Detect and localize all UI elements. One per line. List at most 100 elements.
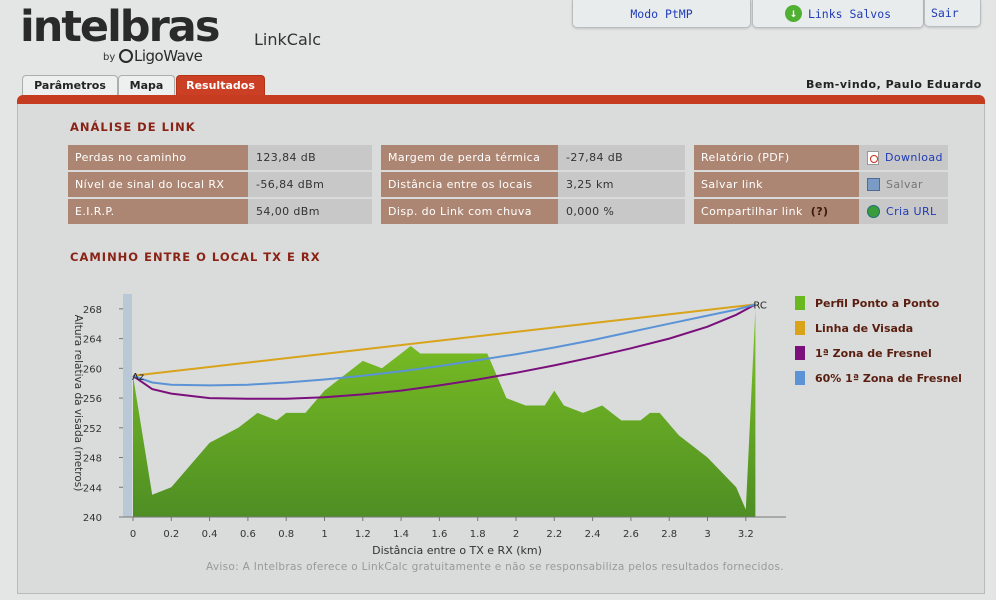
save-link-button[interactable]: Salvar (859, 172, 948, 197)
table-row: Salvar link Salvar (694, 172, 948, 197)
y-tick-label: 256 (83, 394, 102, 405)
x-tick-label: 1.4 (393, 529, 409, 540)
table-row: Distância entre os locais 3,25 km (381, 172, 685, 197)
ligowave-text: LigoWave (134, 47, 203, 65)
series-line (132, 303, 756, 387)
table-row: Perdas no caminho 123,84 dB (68, 145, 372, 170)
intelbras-logo: intelbras (20, 2, 220, 52)
row-label: Distância entre os locais (381, 172, 558, 197)
x-tick-label: 0.6 (240, 529, 256, 540)
row-label: Compartilhar link (?) (694, 199, 859, 224)
y-tick-label: 268 (83, 305, 102, 316)
legend-label: 1ª Zona de Fresnel (815, 346, 932, 360)
x-tick-label: 2.4 (585, 529, 601, 540)
legend-swatch (795, 346, 805, 360)
table-row: Nível de sinal do local RX -56,84 dBm (68, 172, 372, 197)
row-value: 3,25 km (558, 172, 685, 197)
saved-links-button[interactable]: ↓ Links Salvos (752, 0, 924, 28)
analise-table-2: Margem de perda térmica -27,84 dB Distân… (381, 145, 685, 226)
x-tick-label: 1.2 (355, 529, 371, 540)
x-tick-label: 0.2 (163, 529, 179, 540)
ligowave-logo: LigoWave (119, 47, 203, 65)
row-label: Disp. do Link com chuva (381, 199, 558, 224)
row-value: 54,00 dBm (248, 199, 372, 224)
welcome-text: Bem-vindo, Paulo Eduardo (806, 78, 982, 91)
tab-label: Mapa (129, 79, 164, 92)
row-value: 0,000 % (558, 199, 685, 224)
legend-label: Perfil Ponto a Ponto (815, 296, 940, 310)
tab-bar-accent (17, 95, 985, 105)
row-value: -27,84 dB (558, 145, 685, 170)
x-tick-label: 0.8 (278, 529, 294, 540)
terrain-profile-area (133, 308, 756, 517)
x-tick-label: 1 (321, 529, 327, 540)
x-axis-label: Distância entre o TX e RX (km) (372, 544, 542, 557)
row-label: E.I.R.P. (68, 199, 248, 224)
series-line (132, 303, 756, 400)
legend-item: Linha de Visada (795, 321, 913, 335)
logout-button[interactable]: Sair (924, 0, 981, 27)
y-tick-label: 240 (83, 513, 102, 524)
create-url-link[interactable]: Cria URL (859, 199, 948, 224)
save-label: Salvar (886, 178, 923, 191)
tab-parametros[interactable]: Parâmetros (22, 75, 118, 95)
logo-by-text: by (103, 52, 116, 63)
series-line (132, 303, 756, 377)
row-label: Salvar link (694, 172, 859, 197)
row-label: Nível de sinal do local RX (68, 172, 248, 197)
logout-label: Sair (931, 6, 959, 20)
x-tick-label: 0 (130, 529, 136, 540)
row-value: -56,84 dBm (248, 172, 372, 197)
disclaimer-text: Aviso: A Intelbras oferece o LinkCalc gr… (206, 561, 784, 573)
tab-label: Resultados (186, 79, 255, 92)
download-arrow-icon: ↓ (784, 5, 802, 22)
analise-title: ANÁLISE DE LINK (70, 120, 196, 134)
legend-swatch (795, 296, 805, 310)
y-tick-label: 260 (83, 364, 102, 375)
create-url-label: Cria URL (886, 205, 937, 218)
x-tick-label: 1.6 (431, 529, 447, 540)
share-label: Compartilhar link (701, 205, 803, 218)
y-tick-label: 252 (83, 424, 102, 435)
analise-table-1: Perdas no caminho 123,84 dB Nível de sin… (68, 145, 372, 226)
caminho-title: CAMINHO ENTRE O LOCAL TX E RX (70, 250, 321, 264)
row-label: Margem de perda térmica (381, 145, 558, 170)
tab-resultados[interactable]: Resultados (176, 75, 265, 95)
y-tick-label: 248 (83, 454, 102, 465)
download-link[interactable]: Download (859, 145, 948, 170)
app-title: LinkCalc (254, 30, 321, 49)
y-axis-label: Altura relativa da visada (metros) (72, 315, 84, 492)
tx-band (123, 294, 132, 517)
save-icon (867, 178, 880, 191)
legend-label: Linha de Visada (815, 321, 914, 335)
legend-label: 60% 1ª Zona de Fresnel (815, 371, 962, 385)
x-tick-label: 0.4 (202, 529, 218, 540)
table-row: Relatório (PDF) Download (694, 145, 948, 170)
pdf-icon (867, 150, 879, 165)
analise-table-3: Relatório (PDF) Download Salvar link Sal… (694, 145, 948, 226)
x-tick-label: 2.6 (623, 529, 639, 540)
table-row: E.I.R.P. 54,00 dBm (68, 199, 372, 224)
row-value: 123,84 dB (248, 145, 372, 170)
ptmp-mode-label: Modo PtMP (630, 6, 693, 21)
globe-icon (867, 205, 880, 218)
x-tick-label: 3.2 (738, 529, 754, 540)
legend-swatch (795, 321, 805, 335)
saved-links-label: Links Salvos (807, 6, 892, 21)
legend-swatch (795, 371, 805, 385)
x-tick-label: 2 (513, 529, 519, 540)
tab-mapa[interactable]: Mapa (118, 75, 175, 95)
table-row: Disp. do Link com chuva 0,000 % (381, 199, 685, 224)
table-row: Margem de perda térmica -27,84 dB (381, 145, 685, 170)
x-tick-label: 1.8 (470, 529, 486, 540)
tx-endpoint-label: Az (132, 372, 144, 383)
x-tick-label: 2.2 (546, 529, 562, 540)
y-tick-label: 264 (83, 335, 102, 346)
legend-item: 60% 1ª Zona de Fresnel (795, 371, 962, 385)
legend-item: Perfil Ponto a Ponto (795, 296, 939, 310)
y-tick-label: 244 (83, 483, 102, 494)
ptmp-mode-button[interactable]: Modo PtMP (572, 0, 751, 28)
help-link[interactable]: (?) (810, 205, 829, 218)
x-tick-label: 2.8 (661, 529, 677, 540)
